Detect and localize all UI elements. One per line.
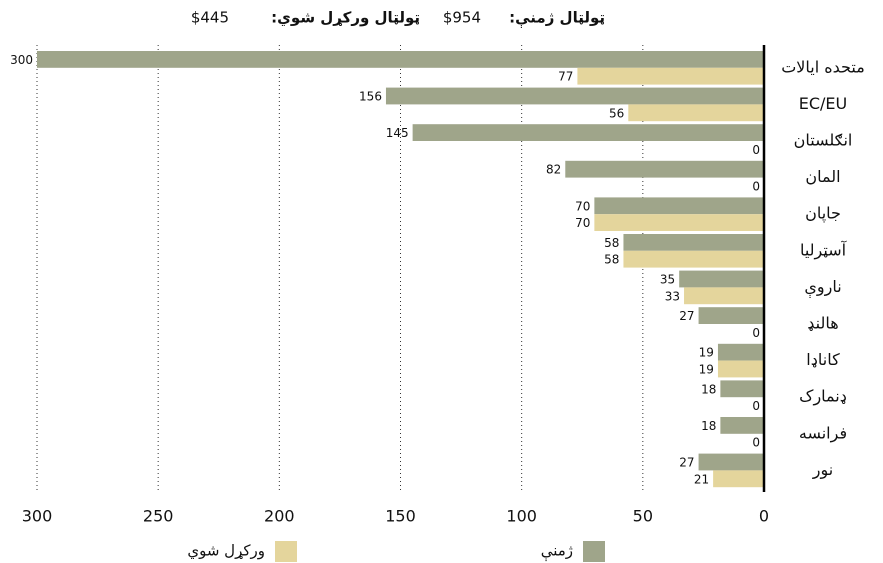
bar xyxy=(628,104,764,122)
x-tick-label: 150 xyxy=(385,507,416,526)
category-label: نور xyxy=(812,460,833,480)
value-label: 19 xyxy=(699,363,714,377)
legend-label: ژمنې xyxy=(541,542,573,562)
bar xyxy=(713,470,764,488)
value-label: 70 xyxy=(575,216,590,230)
value-label: 156 xyxy=(359,90,382,104)
category-label: آسټرلیا xyxy=(800,240,848,260)
category-label: جاپان xyxy=(805,204,841,224)
value-label: 27 xyxy=(679,309,694,323)
legend-swatch xyxy=(275,541,297,562)
category-label: هالنډ xyxy=(807,314,838,333)
value-label: 300 xyxy=(10,53,33,67)
x-tick-label: 250 xyxy=(143,507,174,526)
value-label: 58 xyxy=(604,253,619,267)
x-tick-label: 100 xyxy=(506,507,537,526)
category-label: فرانسه xyxy=(799,423,847,443)
value-label: 18 xyxy=(701,419,716,433)
x-tick-label: 0 xyxy=(759,507,769,526)
value-label: 33 xyxy=(665,289,680,303)
value-label: 0 xyxy=(752,180,760,194)
category-label: انګلستان xyxy=(794,131,853,150)
value-label: 82 xyxy=(546,163,561,177)
value-label: 18 xyxy=(701,382,716,396)
value-label: 77 xyxy=(558,70,573,84)
value-label: 56 xyxy=(609,106,624,120)
value-label: 58 xyxy=(604,236,619,250)
bar xyxy=(717,343,764,361)
legend-label: ورکړل شوي xyxy=(187,542,265,561)
bar xyxy=(577,67,764,85)
total-label: ټولټال ژمنې: xyxy=(509,9,605,29)
total-value: $445 xyxy=(191,9,229,27)
x-tick-label: 50 xyxy=(633,507,653,526)
bar xyxy=(684,287,764,305)
bar xyxy=(623,234,764,251)
bar xyxy=(412,124,764,141)
bar xyxy=(623,250,764,268)
category-label: کاناډا xyxy=(806,350,840,369)
category-label: متحده ایالات xyxy=(781,57,865,76)
legend-swatch xyxy=(583,541,605,562)
total-value: $954 xyxy=(443,9,481,27)
value-label: 35 xyxy=(660,273,675,287)
category-label: EC/EU xyxy=(799,94,848,113)
value-label: 0 xyxy=(752,436,760,450)
category-label: ډنمارک xyxy=(799,387,847,407)
bar xyxy=(720,380,764,398)
value-label: 0 xyxy=(752,143,760,157)
bar xyxy=(717,360,764,378)
value-label: 21 xyxy=(694,472,709,486)
category-label: ناروې xyxy=(804,277,841,299)
bar xyxy=(565,160,764,178)
x-tick-label: 300 xyxy=(22,507,53,526)
bar xyxy=(594,197,764,215)
value-label: 27 xyxy=(679,456,694,470)
bar xyxy=(698,453,764,471)
bar xyxy=(720,417,764,434)
value-label: 145 xyxy=(386,126,409,140)
value-label: 0 xyxy=(752,399,760,413)
value-label: 19 xyxy=(699,346,714,360)
total-label: ټولټال ورکړل شوي: xyxy=(271,9,420,28)
x-tick-label: 200 xyxy=(264,507,295,526)
bar xyxy=(37,51,764,68)
bar xyxy=(385,87,764,105)
bar xyxy=(594,214,764,231)
value-label: 70 xyxy=(575,199,590,213)
bar xyxy=(679,270,764,288)
value-label: 0 xyxy=(752,326,760,340)
category-label: المان xyxy=(805,167,840,186)
bar xyxy=(698,307,764,324)
